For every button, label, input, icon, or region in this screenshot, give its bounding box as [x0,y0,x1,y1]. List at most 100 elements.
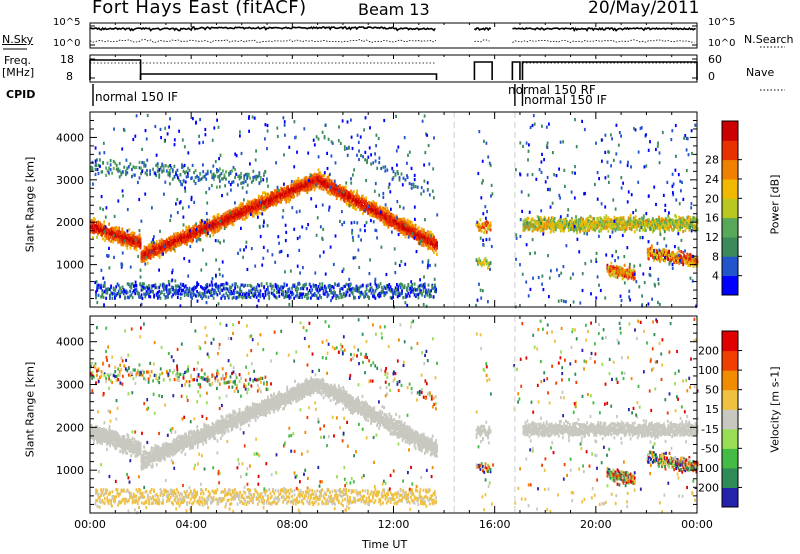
power-cell [108,230,111,234]
power-cell [544,222,547,226]
power-cell [143,252,146,256]
power-cell [116,231,119,235]
power-cell [160,250,163,254]
power-cell [253,209,256,213]
power-cell [181,165,183,169]
power-cell [234,209,237,213]
power-cell [416,236,419,240]
power-cell [388,221,391,225]
power-cell [216,224,219,228]
power-cell [146,288,149,293]
power-cell [354,205,356,209]
power-cell [246,175,249,179]
power-cell [193,285,196,289]
power-cell [389,212,392,216]
power-cell [303,188,306,192]
power-cell [145,249,148,253]
power-cell [543,222,546,226]
power-cell [303,177,306,181]
power-cell [387,211,390,216]
power-cell [275,196,277,200]
power-cell [480,264,483,268]
power-cell [478,257,481,261]
power-cell [271,202,273,206]
power-cell [341,185,344,189]
power-cell [119,286,121,290]
power-cell [331,285,334,289]
power-cell [97,221,99,225]
power-cell [232,223,235,227]
power-cell [173,289,176,293]
power-cell [328,192,331,196]
power-cell [99,226,101,230]
power-cell [339,189,342,193]
power-cell [541,224,544,228]
power-cell [192,291,195,295]
power-cell [229,170,232,174]
power-cell [305,182,308,186]
power-cell [153,252,156,256]
power-cell [102,225,104,229]
power-cell [196,229,199,233]
power-cell [286,189,289,193]
power-cell [234,282,237,286]
power-cell [236,211,239,215]
power-cell [346,283,349,287]
power-cell [199,172,202,176]
power-cell [173,174,176,179]
power-cell [227,220,230,224]
power-cell [556,223,559,227]
power-cell [191,287,194,291]
power-cell [178,178,180,182]
power-cell [261,203,263,207]
power-cell [317,168,320,172]
power-cell [126,171,129,175]
power-cell [409,222,412,227]
power-cell [301,185,304,189]
power-cell [208,291,211,295]
power-cell [414,227,417,231]
power-cell [124,172,127,177]
power-cell [383,222,386,226]
power-cell [294,186,297,190]
power-cell [574,220,576,224]
power-cell [400,223,403,227]
power-cell [122,234,125,238]
power-cell [283,194,286,198]
power-cell [336,194,339,198]
power-cell [533,227,536,231]
time-series-panels [3,22,785,106]
power-cell [420,291,422,295]
power-cell [546,221,549,225]
power-cell [109,287,111,292]
power-cell [321,184,324,188]
power-cell [216,293,219,297]
power-cell [164,248,167,252]
power-cell [369,282,372,286]
power-cell [246,283,249,288]
power-cell [282,195,285,200]
power-cell [332,186,335,190]
power-cell [266,201,268,205]
power-cell [575,215,577,219]
power-cell [164,284,167,288]
power-cell [273,288,276,292]
power-cell [257,194,260,198]
power-cell [259,293,262,297]
power-cell [104,227,107,232]
power-cell [196,284,199,288]
power-cell [332,193,335,197]
power-cell [370,162,373,166]
power-cell [163,293,166,297]
power-cell [326,181,329,185]
power-cell [275,202,277,206]
power-cell [278,198,281,202]
power-cell [258,292,261,296]
power-cell [320,177,323,181]
power-cell [478,223,481,227]
power-cell [273,194,275,198]
power-cell [379,205,382,209]
power-cell [551,216,554,220]
power-cell [484,227,487,231]
power-cell [112,240,115,244]
